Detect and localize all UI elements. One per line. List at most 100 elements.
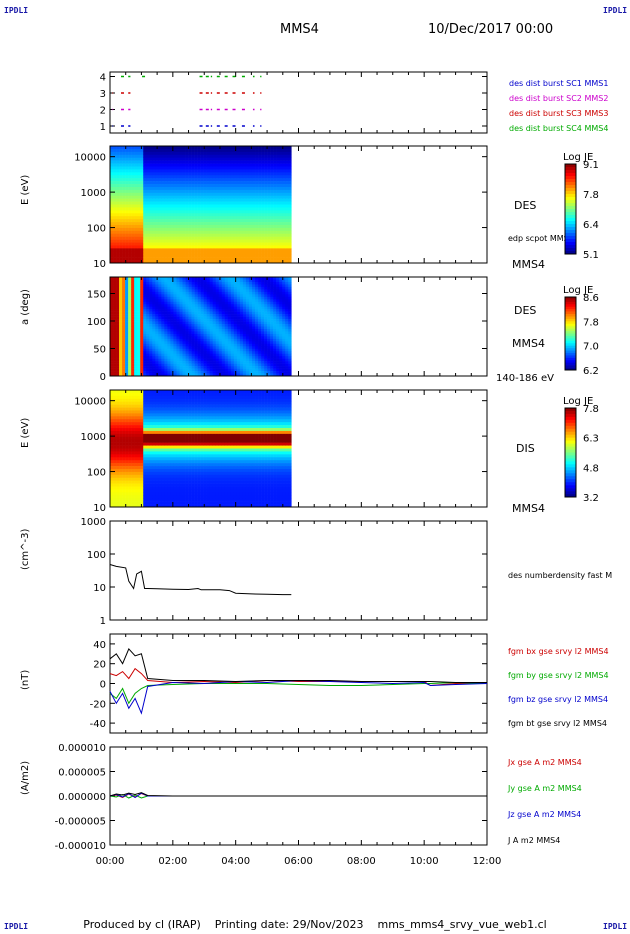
spectrogram-cell	[248, 291, 253, 295]
spectrogram-cell	[134, 201, 138, 205]
spectrogram-cell	[143, 210, 147, 214]
des-energy-colorbar-segment	[565, 182, 576, 186]
spectrogram-cell	[110, 346, 114, 350]
spectrogram-cell	[209, 284, 214, 288]
spectrogram-cell	[276, 301, 280, 305]
spectrogram-cell	[188, 189, 192, 194]
spectrogram-cell	[119, 192, 123, 197]
spectrogram-cell	[179, 192, 183, 197]
spectrogram-cell	[197, 245, 201, 249]
spectrogram-cell	[273, 219, 277, 223]
spectrogram-cell	[209, 260, 214, 264]
spectrogram-cell	[215, 331, 220, 335]
spectrogram-cell	[176, 260, 180, 264]
spectrogram-cell	[224, 306, 229, 310]
spectrogram-cell	[245, 284, 250, 288]
spectrogram-cell	[282, 343, 286, 347]
spectrogram-cell	[200, 163, 204, 167]
spectrogram-cell	[191, 326, 195, 330]
spectrogram-cell	[279, 338, 283, 342]
spectrogram-cell	[200, 157, 204, 161]
spectrogram-cell	[245, 356, 250, 359]
spectrogram-cell	[122, 366, 126, 369]
spectrogram-cell	[248, 230, 253, 235]
spectrogram-cell	[188, 304, 192, 307]
spectrogram-cell	[200, 257, 204, 261]
spectrogram-cell	[215, 328, 220, 332]
spectrogram-cell	[167, 222, 171, 226]
spectrogram-cell	[258, 192, 262, 197]
spectrogram-cell	[288, 148, 292, 153]
spectrogram-cell	[200, 245, 204, 249]
spectrogram-cell	[116, 251, 120, 255]
spectrogram-cell	[110, 351, 114, 355]
spectrogram-cell	[261, 299, 265, 303]
spectrogram-cell	[170, 294, 174, 298]
spectrogram-cell	[173, 236, 177, 240]
spectrogram-cell	[170, 336, 174, 340]
spectrogram-cell	[119, 219, 123, 223]
spectrogram-cell	[113, 186, 117, 191]
spectrogram-cell	[236, 213, 241, 217]
spectrogram-cell	[158, 341, 162, 345]
spectrogram-cell	[131, 311, 135, 315]
spectrogram-cell	[143, 236, 147, 240]
spectrogram-cell	[110, 358, 114, 362]
spectrogram-cell	[276, 219, 280, 223]
spectrogram-cell	[273, 361, 277, 364]
spectrogram-cell	[128, 358, 132, 362]
spectrogram-cell	[212, 291, 217, 295]
spectrogram-cell	[282, 207, 286, 211]
spectrogram-cell	[242, 324, 247, 327]
spectrogram-cell	[110, 216, 114, 220]
spectrogram-cell	[110, 230, 114, 235]
spectrogram-cell	[185, 210, 189, 214]
spectrogram-cell	[119, 336, 123, 340]
spectrogram-cell	[149, 189, 153, 194]
spectrogram-cell	[128, 257, 132, 261]
spectrogram-cell	[188, 195, 192, 199]
spectrogram-cell	[230, 230, 235, 235]
spectrogram-cell	[155, 284, 159, 288]
spectrogram-cell	[197, 314, 201, 317]
spectrogram-cell	[261, 195, 265, 199]
spectrogram-cell	[255, 242, 259, 246]
spectrogram-cell	[239, 222, 244, 226]
spectrogram-cell	[185, 353, 189, 357]
spectrogram-cell	[230, 371, 235, 374]
spectrogram-cell	[215, 284, 220, 288]
spectrogram-cell	[173, 291, 177, 295]
spectrogram-cell	[125, 239, 129, 243]
spectrogram-cell	[279, 248, 283, 252]
spectrogram-cell	[119, 175, 123, 179]
spectrogram-cell	[164, 353, 168, 357]
spectrogram-cell	[200, 343, 204, 347]
spectrogram-cell	[221, 348, 226, 352]
spectrogram-cell	[200, 277, 204, 280]
spectrogram-cell	[206, 358, 211, 362]
spectrogram-cell	[194, 242, 198, 246]
spectrogram-cell	[236, 363, 241, 367]
spectrogram-cell	[239, 341, 244, 345]
spectrogram-cell	[149, 198, 153, 202]
spectrogram-cell	[261, 296, 265, 300]
spectrogram-cell	[209, 151, 214, 156]
spectrogram-cell	[137, 343, 141, 347]
spectrogram-cell	[134, 230, 138, 235]
spectrogram-cell	[221, 294, 226, 298]
spectrogram-cell	[227, 309, 232, 312]
spectrogram-cell	[285, 291, 289, 295]
spectrogram-cell	[176, 361, 180, 364]
spectrogram-cell	[113, 251, 117, 255]
spectrogram-cell	[245, 321, 250, 325]
spectrogram-cell	[170, 239, 174, 243]
spectrogram-cell	[282, 181, 286, 185]
spectrogram-cell	[176, 328, 180, 332]
spectrogram-cell	[251, 371, 256, 374]
spectrogram-cell	[282, 289, 286, 293]
spectrogram-cell	[279, 257, 283, 261]
spectrogram-cell	[164, 204, 168, 208]
spectrogram-cell	[258, 356, 262, 359]
spectrogram-cell	[125, 151, 129, 156]
spectrogram-cell	[233, 326, 238, 330]
